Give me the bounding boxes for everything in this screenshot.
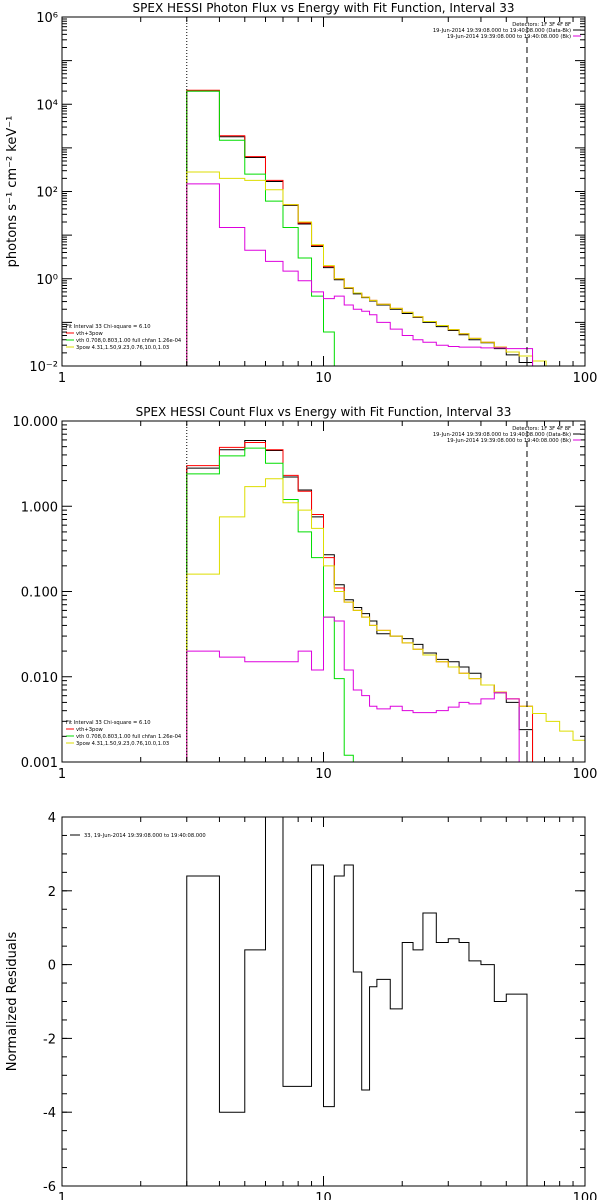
x-tick-label: 1	[58, 767, 66, 782]
chart-panel-2: SPEX HESSI Count Flux vs Energy with Fit…	[13, 405, 598, 782]
y-tick-label: 10.000	[13, 415, 59, 430]
series-group	[186, 440, 585, 762]
legend-left-text: vth 0.708,0.803,1.00 full chfan 1.26e-04	[76, 338, 182, 344]
y-tick-label: -4	[43, 1106, 56, 1121]
y-tick-label: 0.100	[21, 586, 58, 601]
series-group	[186, 89, 560, 366]
legend-left-text: 33, 19-Jun-2014 19:39:08.000 to 19:40:08…	[84, 833, 206, 839]
x-tick-label: 1	[58, 371, 66, 386]
y-tick-label: 4	[48, 811, 56, 826]
y-tick-label: -6	[43, 1180, 56, 1195]
series-5-line	[186, 183, 534, 366]
series-4-line	[186, 478, 585, 762]
series-4-line	[186, 171, 560, 366]
x-tick-label: 100	[573, 767, 598, 782]
legend-right-text: 19-Jun-2014 19:39:08.000 to 19:40:08.000…	[447, 34, 571, 40]
series-2-line	[186, 441, 534, 762]
legend-left-text: vth 0.708,0.803,1.00 full chfan 1.26e-04	[76, 734, 182, 740]
series-1-line	[186, 817, 528, 1186]
y-axis-label: photons s⁻¹ cm⁻² keV⁻¹	[5, 116, 20, 268]
series-2-line	[186, 89, 534, 366]
y-tick-label: 1.000	[21, 500, 58, 515]
legend-left-text: vth+3pow	[76, 331, 104, 337]
legend-left-text: vth+3pow	[76, 727, 104, 733]
x-tick-label: 10	[315, 371, 332, 386]
series-5-line	[186, 616, 520, 762]
y-tick-label: 10⁻²	[29, 360, 58, 375]
y-axis-label: Normalized Residuals	[5, 932, 20, 1072]
y-tick-label: 0.010	[21, 671, 58, 686]
y-tick-label: 10²	[36, 186, 58, 201]
x-tick-label: 10	[315, 1191, 332, 1200]
legend-right-text: 19-Jun-2014 19:39:08.000 to 19:40:08.000…	[447, 438, 571, 444]
legend-right-text: 19-Jun-2014 19:39:08.000 to 19:40:08.000…	[433, 28, 571, 34]
chart-panel-1: SPEX HESSI Photon Flux vs Energy with Fi…	[5, 1, 597, 386]
chart-title: SPEX HESSI Photon Flux vs Energy with Fi…	[133, 1, 515, 15]
chart-title: SPEX HESSI Count Flux vs Energy with Fit…	[136, 405, 512, 419]
y-tick-label: 10⁶	[36, 11, 58, 26]
y-tick-label: 10⁴	[36, 98, 58, 113]
y-tick-label: 2	[48, 885, 56, 900]
x-tick-label: 10	[315, 767, 332, 782]
series-group	[186, 817, 528, 1186]
y-tick-label: 10⁰	[36, 273, 58, 288]
series-1-line	[186, 440, 534, 762]
y-tick-label: -2	[43, 1032, 56, 1047]
series-1-line	[186, 90, 534, 366]
y-tick-label: 0	[48, 959, 56, 974]
legend-left-text: Fit Interval 33 Chi-square = 6.10	[66, 720, 151, 726]
chart-panel-3: 1 10 100 -6 -4 -2 0 2 4 Normalized Residuals 33, 1…	[5, 811, 597, 1200]
legend-right-text: 19-Jun-2014 19:39:08.000 to 19:40:08.000…	[433, 432, 571, 438]
series-3-line	[186, 90, 345, 366]
x-tick-label: 100	[573, 371, 598, 386]
x-tick-label: 1	[58, 1191, 66, 1200]
legend-left-text: Fit Interval 33 Chi-square = 6.10	[66, 324, 151, 330]
x-tick-label: 100	[573, 1191, 598, 1200]
legend-right-text: Detectors: 1F 3F 4F 8F	[512, 426, 571, 432]
legend-left-text: 3pow 4.31,1.50,9.23,0.76,10.0,1.03	[76, 345, 169, 351]
series-3-line	[186, 447, 354, 762]
y-tick-label: 0.001	[21, 756, 58, 771]
legend-right-text: Detectors: 1F 3F 4F 8F	[512, 22, 571, 28]
legend-left-text: 3pow 4.31,1.50,9.23,0.76,10.0,1.03	[76, 741, 169, 747]
